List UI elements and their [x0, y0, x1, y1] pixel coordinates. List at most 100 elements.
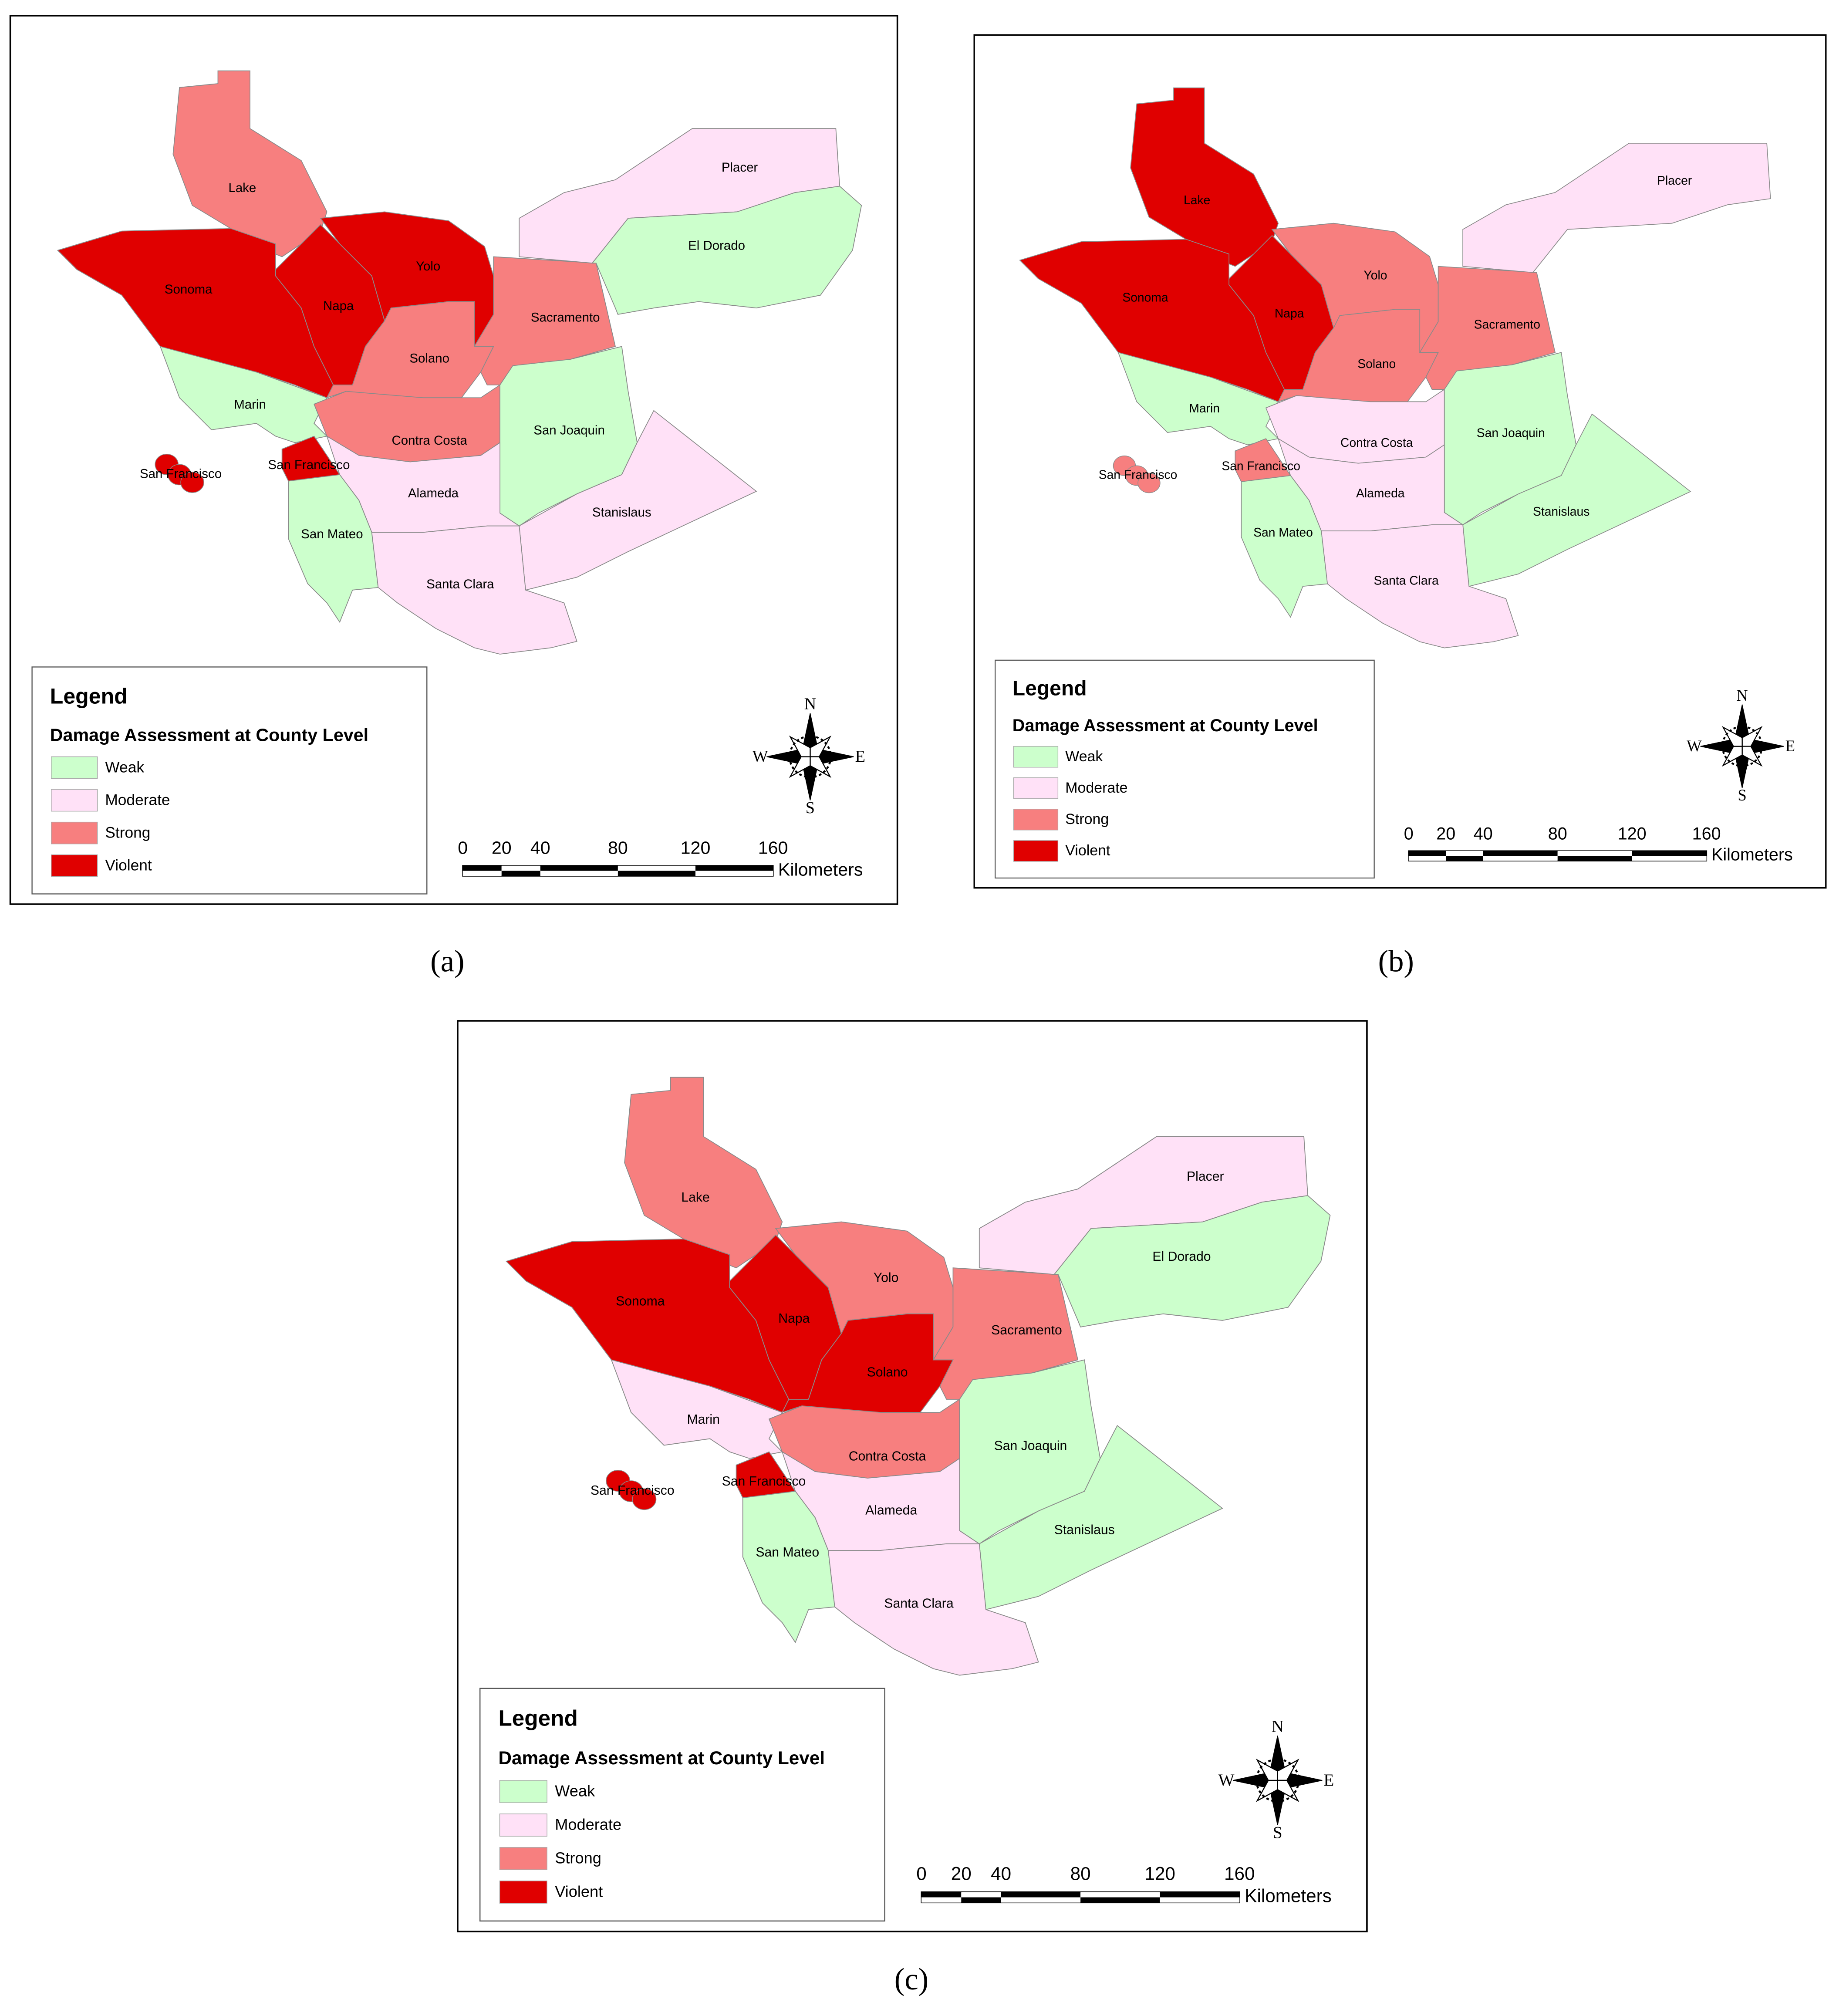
scale-unit: Kilometers [1245, 1886, 1331, 1906]
scale-unit: Kilometers [1711, 845, 1793, 864]
scale-tick-label: 120 [1144, 1863, 1175, 1884]
legend-swatch [499, 1847, 547, 1870]
county [827, 1543, 1039, 1676]
county-label: San Mateo [756, 1545, 819, 1560]
county-label: San Francisco [1222, 459, 1300, 473]
county-label: Napa [778, 1311, 810, 1326]
legend-title: Legend [498, 1706, 577, 1731]
compass-point [1255, 1758, 1278, 1781]
county-label: Sonoma [165, 282, 213, 297]
island [632, 1488, 657, 1510]
scale-tick-label: 0 [458, 837, 468, 858]
island-label: San Francisco [591, 1483, 675, 1498]
legend-label: Moderate [555, 1816, 621, 1834]
county [1462, 143, 1771, 273]
compass-w: W [1218, 1771, 1235, 1790]
compass-e: E [1323, 1771, 1334, 1790]
scale-bar-segment [1408, 851, 1446, 856]
compass-point [1721, 726, 1743, 747]
county-label: Lake [1184, 193, 1210, 207]
scale-bar-segment [1001, 1897, 1081, 1903]
compass-e: E [855, 747, 865, 766]
county-label: Sonoma [1122, 290, 1168, 304]
county-label: Alameda [865, 1503, 917, 1517]
scale-bar-segment [921, 1897, 962, 1903]
legend-label: Violent [105, 857, 152, 874]
legend-swatch [1013, 777, 1059, 799]
county [288, 474, 379, 623]
scale-bar-segment [1160, 1897, 1240, 1903]
legend-title: Legend [1012, 677, 1087, 700]
island [180, 472, 204, 493]
scale-tick-label: 160 [1224, 1863, 1255, 1884]
scale-bar-segment [501, 871, 540, 876]
compass-s: S [1273, 1824, 1282, 1842]
county-label: Alameda [408, 486, 459, 500]
scale-bar-segment [1557, 851, 1632, 856]
compass-w: W [1687, 737, 1702, 755]
county-label: Marin [687, 1412, 719, 1427]
scale-bar-segment [1446, 851, 1483, 856]
county-label: Sacramento [991, 1323, 1062, 1337]
county [979, 1425, 1223, 1610]
legend-label: Strong [555, 1849, 601, 1867]
county [1419, 266, 1556, 390]
county-label: San Joaquin [994, 1439, 1067, 1453]
scale-tick-label: 40 [1474, 824, 1493, 844]
county-label: El Dorado [1152, 1249, 1211, 1264]
county-label: Santa Clara [1374, 573, 1439, 587]
legend-swatch [499, 1881, 547, 1904]
county [742, 1491, 835, 1644]
county-label: El Dorado [688, 239, 745, 253]
county-label: Marin [1189, 401, 1220, 415]
scale-bar-segment [921, 1892, 962, 1898]
scale-bar-segment [695, 871, 773, 876]
legend-swatch [1013, 840, 1059, 862]
scale-bar-segment [961, 1892, 1001, 1898]
legend-label: Moderate [1065, 780, 1127, 796]
legend-box [479, 1688, 885, 1922]
scale-tick-label: 0 [916, 1863, 927, 1884]
scale-tick-label: 160 [758, 837, 788, 858]
scale-unit: Kilometers [778, 859, 863, 879]
county-label: San Mateo [1253, 525, 1313, 539]
scale-tick-label: 0 [1404, 824, 1414, 844]
scale-bar-segment [501, 865, 540, 871]
legend-label: Weak [555, 1782, 595, 1800]
scale-tick-label: 120 [1618, 824, 1647, 844]
panel-caption: (b) [1378, 945, 1414, 979]
county [1462, 413, 1691, 587]
legend-title: Legend [50, 684, 128, 708]
island-label: San Francisco [1099, 467, 1178, 481]
scale-bar-segment [540, 865, 618, 871]
county-label: Contra Costa [391, 433, 467, 448]
county-label: Lake [228, 181, 256, 195]
scale-bar-segment [1557, 856, 1632, 861]
legend-swatch [51, 789, 98, 812]
legend-label: Violent [1065, 842, 1110, 859]
county [1321, 524, 1519, 648]
legend-label: Weak [1065, 748, 1103, 765]
scale-bar-segment [695, 865, 773, 871]
legend-swatch [499, 1780, 547, 1803]
compass [766, 713, 854, 800]
scale-bar-segment [618, 871, 695, 876]
island-label: San Francisco [140, 467, 222, 481]
county [473, 256, 616, 385]
compass [1700, 704, 1784, 788]
scale-bar-segment [462, 865, 502, 871]
scale-tick-label: 20 [1436, 824, 1455, 844]
county-label: Sonoma [616, 1294, 665, 1309]
scale-bar-segment [1408, 856, 1446, 861]
county [591, 186, 862, 315]
county-label: Santa Clara [884, 1597, 953, 1611]
compass-n: N [1736, 686, 1748, 704]
county-label: Solano [1357, 357, 1396, 371]
scale-bar-segment [1080, 1897, 1160, 1903]
scale-bar-segment [462, 871, 502, 876]
scale-bar-segment [618, 865, 695, 871]
county-label: Placer [722, 160, 758, 175]
legend-swatch [1013, 809, 1059, 831]
compass-ring [1721, 726, 1763, 767]
